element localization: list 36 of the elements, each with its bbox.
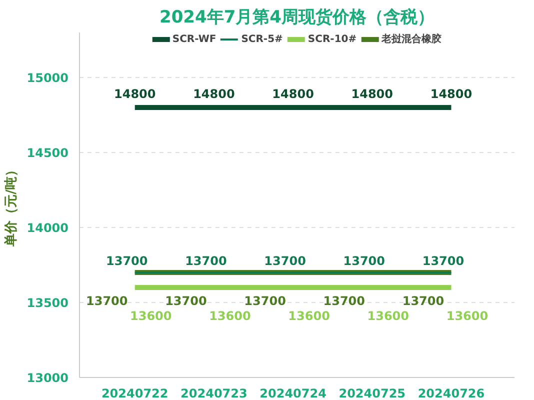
data-label: 13700 <box>323 294 366 308</box>
x-tick-label: 20240724 <box>260 386 326 400</box>
x-tick-label: 20240722 <box>101 386 168 400</box>
data-label: 13700 <box>422 254 464 268</box>
legend-label: 老挝混合橡胶 <box>382 32 442 46</box>
data-label: 14800 <box>193 87 235 101</box>
data-label: 13600 <box>446 309 488 323</box>
data-label: 14800 <box>351 87 394 101</box>
data-label: 13600 <box>209 309 251 323</box>
data-label: 14800 <box>430 87 472 101</box>
x-tick-label: 20240723 <box>180 386 248 400</box>
legend-label: SCR-5# <box>241 33 283 45</box>
legend-label: SCR-10# <box>308 33 357 45</box>
y-axis-title: 单价（元/吨） <box>2 164 19 248</box>
y-tick-label: 13000 <box>26 371 68 385</box>
data-label: 13600 <box>288 309 330 323</box>
data-label: 13700 <box>106 254 148 268</box>
data-label: 13700 <box>244 294 286 308</box>
data-label: 13600 <box>367 309 410 323</box>
x-tick-label: 20240725 <box>338 386 406 400</box>
data-label: 14800 <box>272 87 314 101</box>
data-label: 13600 <box>130 309 172 323</box>
y-tick-label: 15000 <box>26 71 68 85</box>
data-label: 13700 <box>86 294 128 308</box>
y-tick-label: 14000 <box>26 221 68 235</box>
data-label: 13700 <box>402 294 444 308</box>
x-tick-label: 20240726 <box>418 386 485 400</box>
data-label: 13700 <box>185 254 227 268</box>
chart-title: 2024年7月第4周现货价格（含税） <box>160 8 434 28</box>
data-label: 14800 <box>114 87 156 101</box>
y-tick-label: 14500 <box>26 146 68 160</box>
legend-label: SCR-WF <box>172 33 216 45</box>
data-label: 13700 <box>264 254 306 268</box>
data-label: 13700 <box>165 294 207 308</box>
data-label: 13700 <box>343 254 386 268</box>
y-tick-label: 13500 <box>26 296 68 310</box>
